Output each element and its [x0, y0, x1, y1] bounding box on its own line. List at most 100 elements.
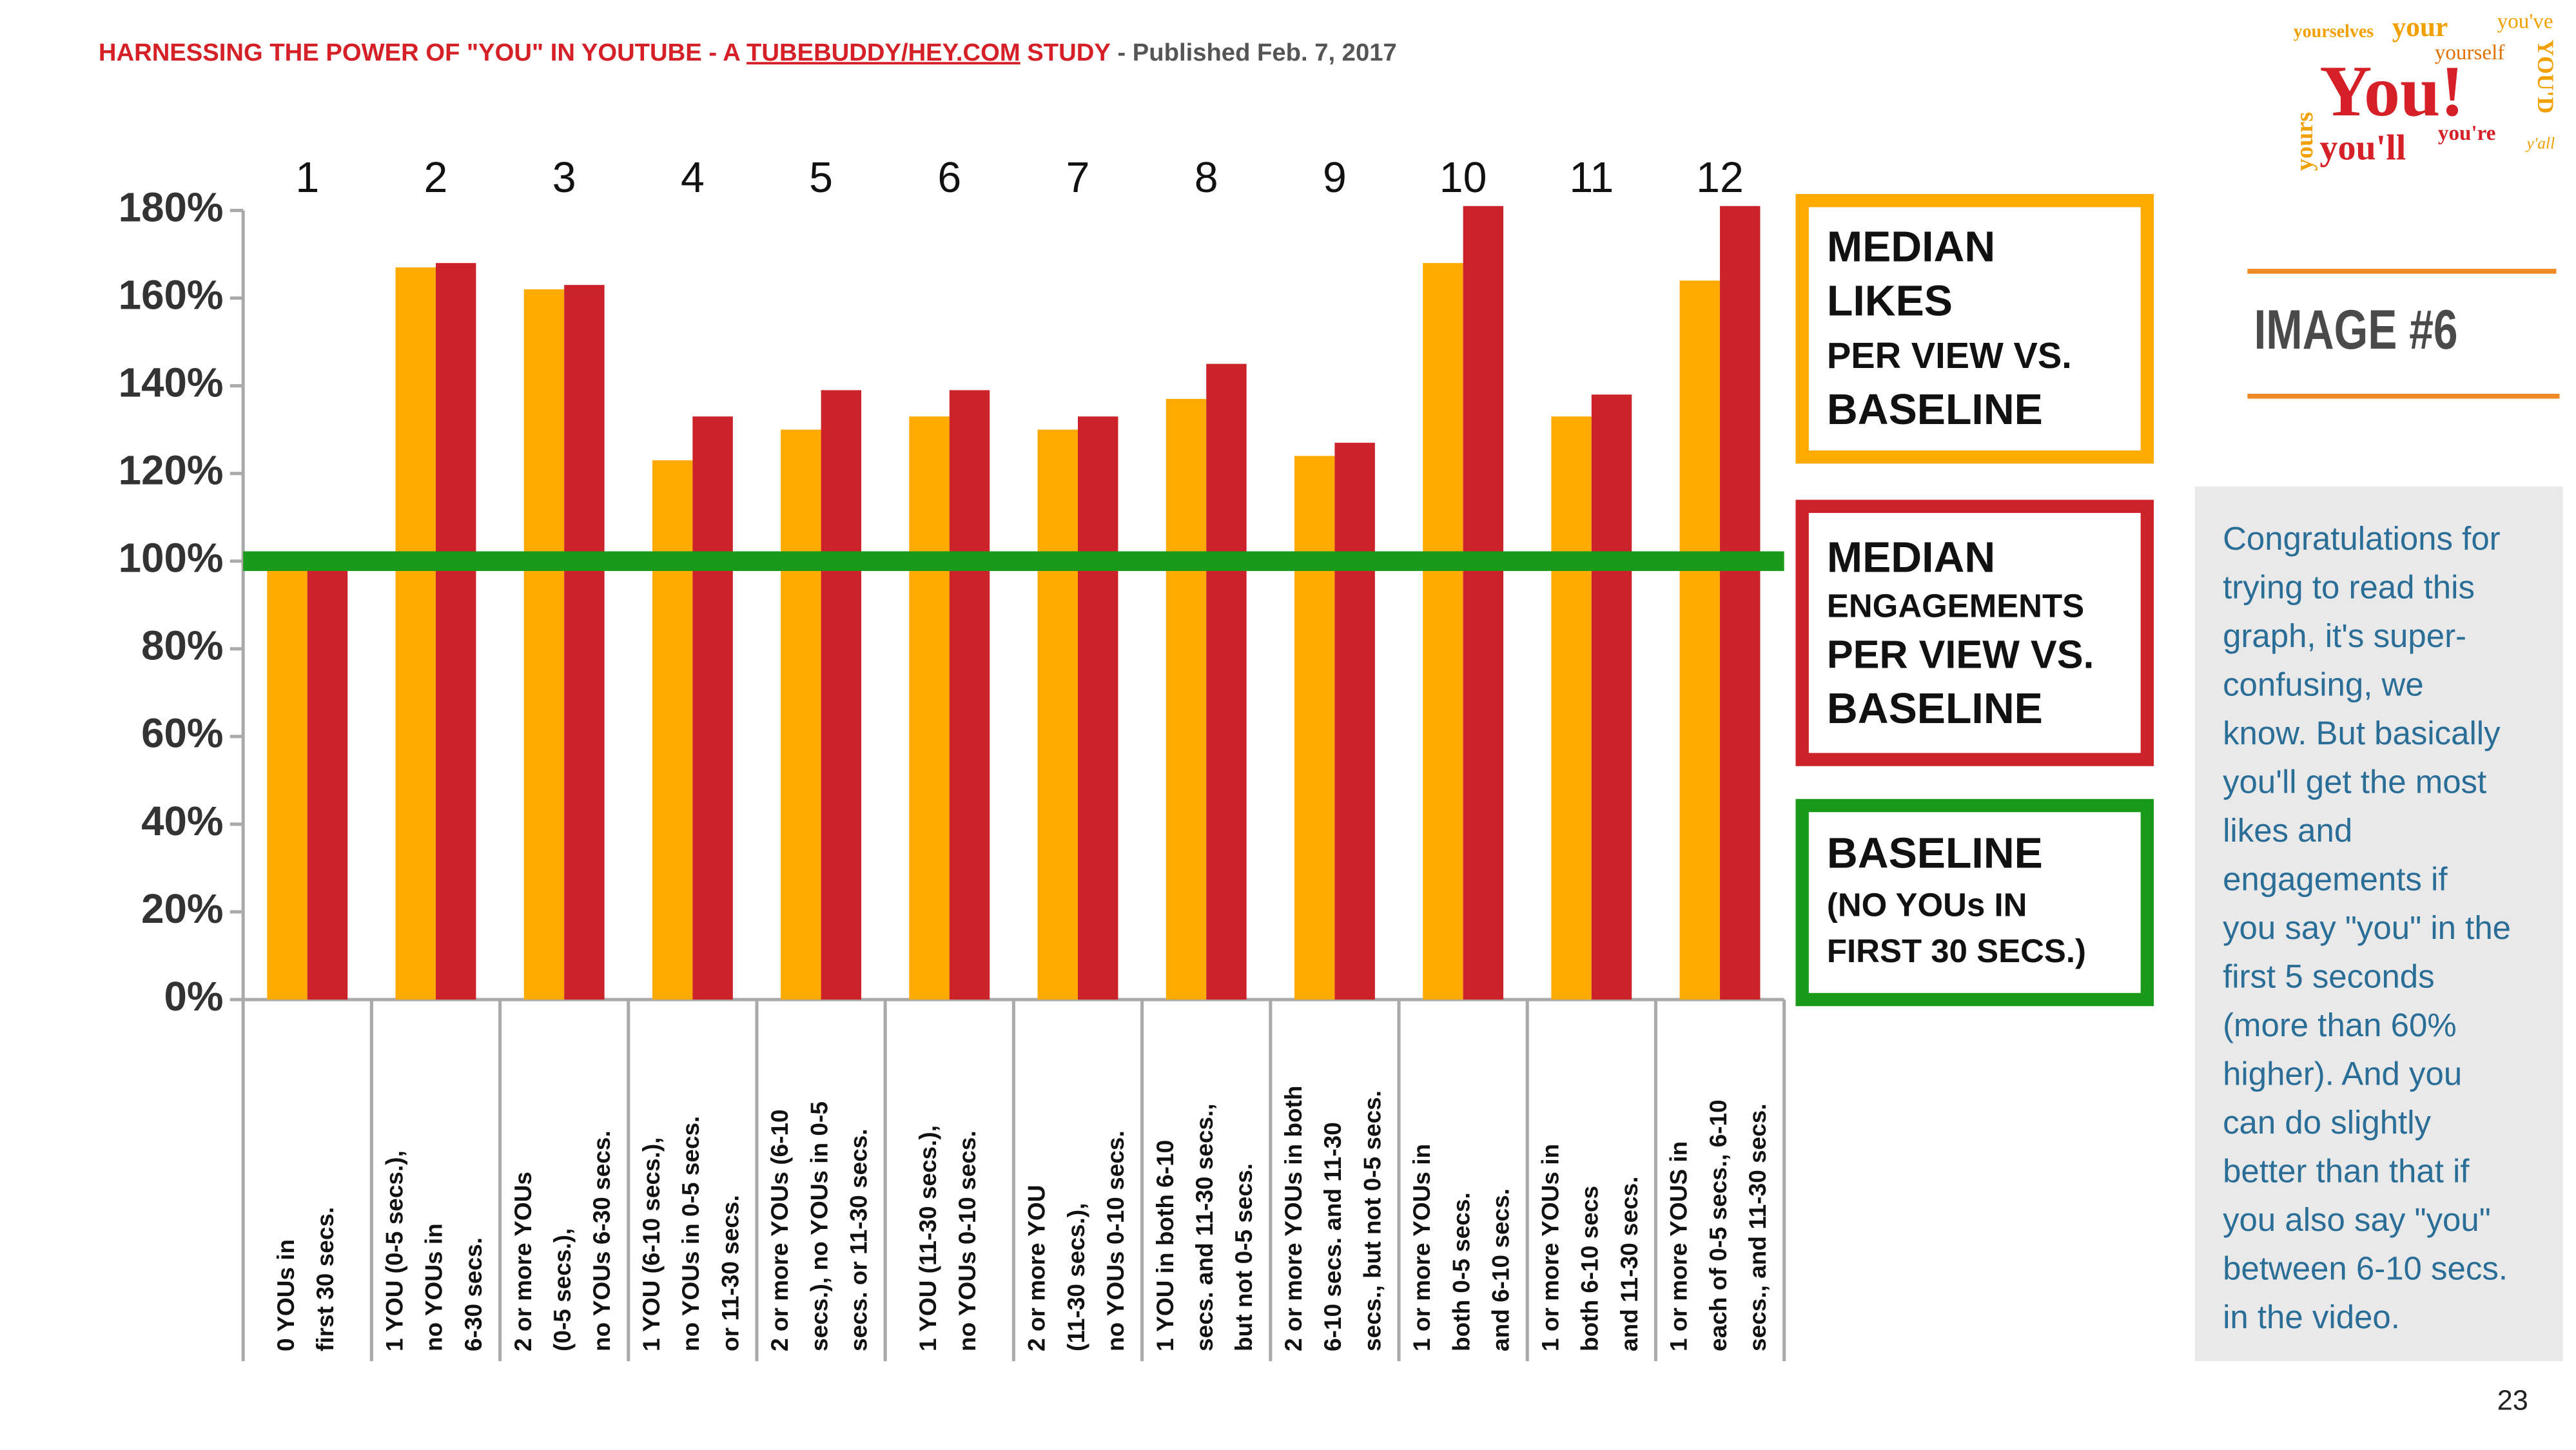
- bar: [821, 390, 862, 1000]
- bar: [1078, 416, 1118, 1000]
- bar: [652, 460, 693, 1000]
- bar: [1551, 416, 1592, 1000]
- legend-label: BASELINE: [1827, 830, 2043, 878]
- logo-word: yourselves: [2294, 21, 2374, 41]
- y-tick-label: 100%: [119, 535, 224, 581]
- bar: [395, 267, 436, 1000]
- image-label: IMAGE #6: [2254, 299, 2458, 361]
- note-line: you also say "you": [2223, 1201, 2491, 1238]
- bar: [1294, 456, 1335, 1000]
- column-number: 11: [1569, 154, 1614, 202]
- x-tick-label: secs.), no YOUs in 0-5: [806, 1101, 832, 1351]
- x-tick-label: 1 or more YOUs in: [1409, 1144, 1435, 1351]
- column-number: 2: [424, 154, 448, 202]
- bar: [1679, 280, 1721, 1000]
- x-tick-label: 1 or more YOUs in: [1537, 1144, 1563, 1351]
- note-line: likes and: [2223, 812, 2352, 849]
- note-line: higher). And you: [2223, 1055, 2462, 1092]
- logo: yourselves your you've yourself You! YOU…: [2291, 9, 2559, 171]
- logo-word: you'll: [2319, 128, 2406, 168]
- header: HARNESSING THE POWER OF "YOU" IN YOUTUBE…: [99, 39, 1397, 66]
- column-number: 10: [1439, 154, 1487, 202]
- x-tick-label: no YOUs 0-10 secs.: [1102, 1130, 1129, 1351]
- logo-word: You!: [2319, 52, 2464, 131]
- legend-label: PER VIEW VS.: [1827, 335, 2072, 376]
- x-tick-label: 2 or more YOUs (6-10: [766, 1109, 793, 1351]
- note-line: you say "you" in the: [2223, 909, 2511, 946]
- title-link[interactable]: TUBEBUDDY/HEY.COM: [746, 39, 1020, 66]
- x-tick-label: or 11-30 secs.: [717, 1195, 743, 1351]
- note-line: between 6-10 secs.: [2223, 1250, 2508, 1286]
- column-number: 9: [1323, 154, 1347, 202]
- column-number: 4: [681, 154, 705, 202]
- x-tick-label: but not 0-5 secs.: [1231, 1163, 1257, 1351]
- bar: [1423, 263, 1463, 1000]
- x-tick-label: 2 or more YOU: [1024, 1185, 1050, 1351]
- x-tick-label: (11-30 secs.),: [1063, 1203, 1089, 1351]
- y-tick-label: 60%: [141, 710, 223, 757]
- x-tick-label: each of 0-5 secs., 6-10: [1705, 1099, 1732, 1351]
- y-tick-label: 160%: [119, 271, 224, 318]
- column-number: 5: [809, 154, 833, 202]
- bar: [1037, 429, 1078, 1000]
- column-number: 8: [1195, 154, 1218, 202]
- legend-label: BASELINE: [1827, 685, 2043, 733]
- bar: [1463, 206, 1504, 1000]
- x-tick-label: and 6-10 secs.: [1488, 1188, 1514, 1351]
- x-tick-label: secs. or 11-30 secs.: [846, 1128, 872, 1351]
- title-end: STUDY: [1020, 39, 1111, 66]
- note-line: first 5 seconds: [2223, 958, 2435, 994]
- y-tick-label: 80%: [141, 623, 223, 669]
- legend-label: BASELINE: [1827, 386, 2043, 434]
- bar: [267, 561, 307, 1000]
- published: - Published Feb. 7, 2017: [1111, 39, 1397, 66]
- x-tick-label: no YOUs 0-10 secs.: [954, 1130, 981, 1351]
- legend-label: MEDIAN: [1827, 534, 1995, 581]
- legend-box: [1795, 194, 2154, 464]
- x-tick-label: no YOUs 6-30 secs.: [589, 1130, 615, 1351]
- x-tick-label: both 0-5 secs.: [1448, 1192, 1474, 1351]
- x-tick-label: 6-10 secs. and 11-30: [1320, 1122, 1346, 1351]
- column-number: 12: [1696, 154, 1744, 202]
- note-line: Congratulations for: [2223, 520, 2501, 557]
- bar: [692, 416, 733, 1000]
- x-tick-label: 1 YOU (6-10 secs.),: [638, 1137, 665, 1351]
- x-tick-label: (0-5 secs.),: [549, 1228, 576, 1351]
- x-tick-label: 1 YOU (0-5 secs.),: [382, 1150, 408, 1351]
- legend-label: FIRST 30 SECS.): [1827, 933, 2086, 969]
- y-tick-label: 0%: [164, 973, 224, 1020]
- legend-label: LIKES: [1827, 277, 1953, 325]
- legend-box: [1795, 499, 2154, 766]
- x-tick-label: 2 or more YOUs: [510, 1172, 536, 1351]
- bar: [1166, 399, 1207, 1000]
- x-tick-label: secs., and 11-30 secs.: [1744, 1103, 1771, 1351]
- note-line: can do slightly: [2223, 1104, 2431, 1141]
- x-tick-label: and 11-30 secs.: [1616, 1177, 1643, 1351]
- x-tick-label: 2 or more YOUs in both: [1280, 1086, 1307, 1351]
- bar: [523, 289, 565, 1000]
- note-box: [2194, 487, 2563, 1362]
- bar: [1334, 443, 1375, 1000]
- y-tick-label: 120%: [119, 447, 224, 494]
- x-tick-label: 1 YOU (11-30 secs.),: [915, 1125, 941, 1351]
- y-tick-label: 140%: [119, 359, 224, 405]
- y-tick-label: 180%: [119, 184, 224, 230]
- title: HARNESSING THE POWER OF "YOU" IN YOUTUBE…: [99, 39, 746, 66]
- legend-box: [1795, 798, 2154, 1007]
- bar: [1720, 206, 1761, 1000]
- bar: [1206, 363, 1247, 1000]
- bar: [781, 429, 821, 1000]
- note-line: confusing, we: [2223, 666, 2424, 702]
- x-tick-label: no YOUs in: [421, 1223, 447, 1351]
- logo-word: y'all: [2525, 133, 2555, 152]
- bar: [909, 416, 950, 1000]
- column-number: 7: [1066, 154, 1090, 202]
- x-tick-label: 1 or more YOUS in: [1666, 1141, 1692, 1351]
- note-line: you'll get the most: [2223, 763, 2486, 800]
- x-tick-label: 6-30 secs.: [460, 1237, 487, 1351]
- logo-word: your: [2392, 12, 2448, 43]
- logo-word: yours: [2291, 112, 2318, 171]
- x-tick-label: 0 YOUs in: [273, 1239, 299, 1351]
